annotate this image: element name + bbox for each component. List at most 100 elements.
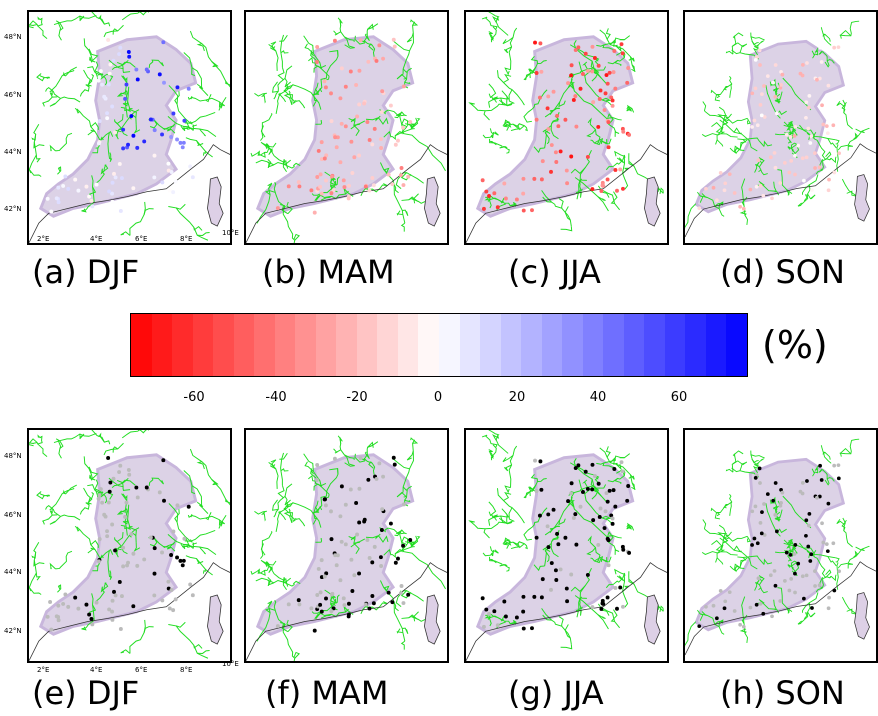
station-marker [275,624,280,629]
river-line [250,150,268,157]
river-line [202,569,206,574]
river-line [401,536,409,545]
station-marker [97,537,102,542]
river-line [280,468,289,472]
colorbar-step [480,314,501,376]
river-line [29,17,43,27]
basin-region [38,35,198,218]
river-line [570,167,586,174]
station-marker [718,171,723,175]
river-line [111,477,129,489]
map-panel-g [464,428,669,663]
river-line [830,574,837,582]
station-marker [789,576,794,581]
river-line [586,129,596,138]
river-line [720,544,726,553]
river-line [739,139,747,149]
station-marker [113,548,118,553]
river-line [197,232,210,236]
station-marker [73,177,78,182]
station-marker [319,140,324,145]
station-marker [533,458,537,463]
station-marker [770,196,774,201]
station-marker [113,175,118,180]
river-line [607,113,614,125]
river-line [597,185,621,211]
station-marker [105,111,110,116]
station-marker [487,193,492,198]
river-line [820,445,826,455]
station-marker [753,504,758,509]
station-marker [349,139,354,144]
station-marker [618,167,623,172]
station-marker [175,137,180,142]
river-line [283,507,290,517]
river-line [127,504,137,543]
river-line [490,451,494,461]
station-marker [127,472,132,477]
station-marker [401,502,406,507]
station-marker [171,190,176,195]
river-line [211,479,219,486]
river-line [601,97,611,102]
river-line [404,81,411,85]
station-marker [117,470,122,475]
station-marker [569,154,574,159]
station-marker [798,71,803,76]
river-line [544,130,549,149]
station-marker [484,189,489,194]
river-line [87,484,100,494]
caption-a: (a) DJF [32,253,140,291]
station-marker [770,614,774,619]
river-line [733,127,742,134]
station-marker [309,606,314,611]
river-line [269,464,277,470]
station-marker [613,504,618,509]
river-line [597,614,606,620]
river-line [255,159,295,169]
station-marker [754,473,759,477]
colorbar-tick-m20: -20 [346,390,368,405]
river-line [564,624,571,639]
station-marker [827,177,831,182]
station-marker [169,553,174,557]
river-line [855,128,865,134]
station-marker [152,571,157,576]
river-line [88,466,99,480]
station-marker [363,602,368,607]
station-marker [131,604,136,609]
river-line [292,84,322,110]
colorbar-step [151,314,173,376]
river-line [333,448,341,454]
colorbar-step [726,314,747,376]
station-marker [162,498,166,503]
station-marker [759,113,764,118]
river-line [255,577,295,587]
river-line [823,34,832,46]
station-marker [350,171,355,175]
river-line [148,59,154,68]
station-marker [322,79,327,84]
map-panel-c [464,10,669,245]
station-marker [569,73,574,78]
river-line [783,542,836,559]
river-line [482,134,494,139]
coastline [246,144,447,243]
colorbar-tick-0: 0 [433,390,443,405]
station-marker [171,608,176,613]
river-line [29,124,40,174]
river-line [37,25,48,39]
river-line [533,564,545,572]
river-line [118,128,128,137]
river-line [715,86,729,99]
river-line [574,595,609,630]
river-line [754,45,760,49]
station-marker [805,61,809,65]
colorbar-step [541,314,563,376]
station-marker [357,102,362,107]
station-marker [90,622,95,627]
river-line [121,61,136,68]
river-line [218,101,225,111]
station-marker [152,128,157,133]
river-line [757,576,764,582]
